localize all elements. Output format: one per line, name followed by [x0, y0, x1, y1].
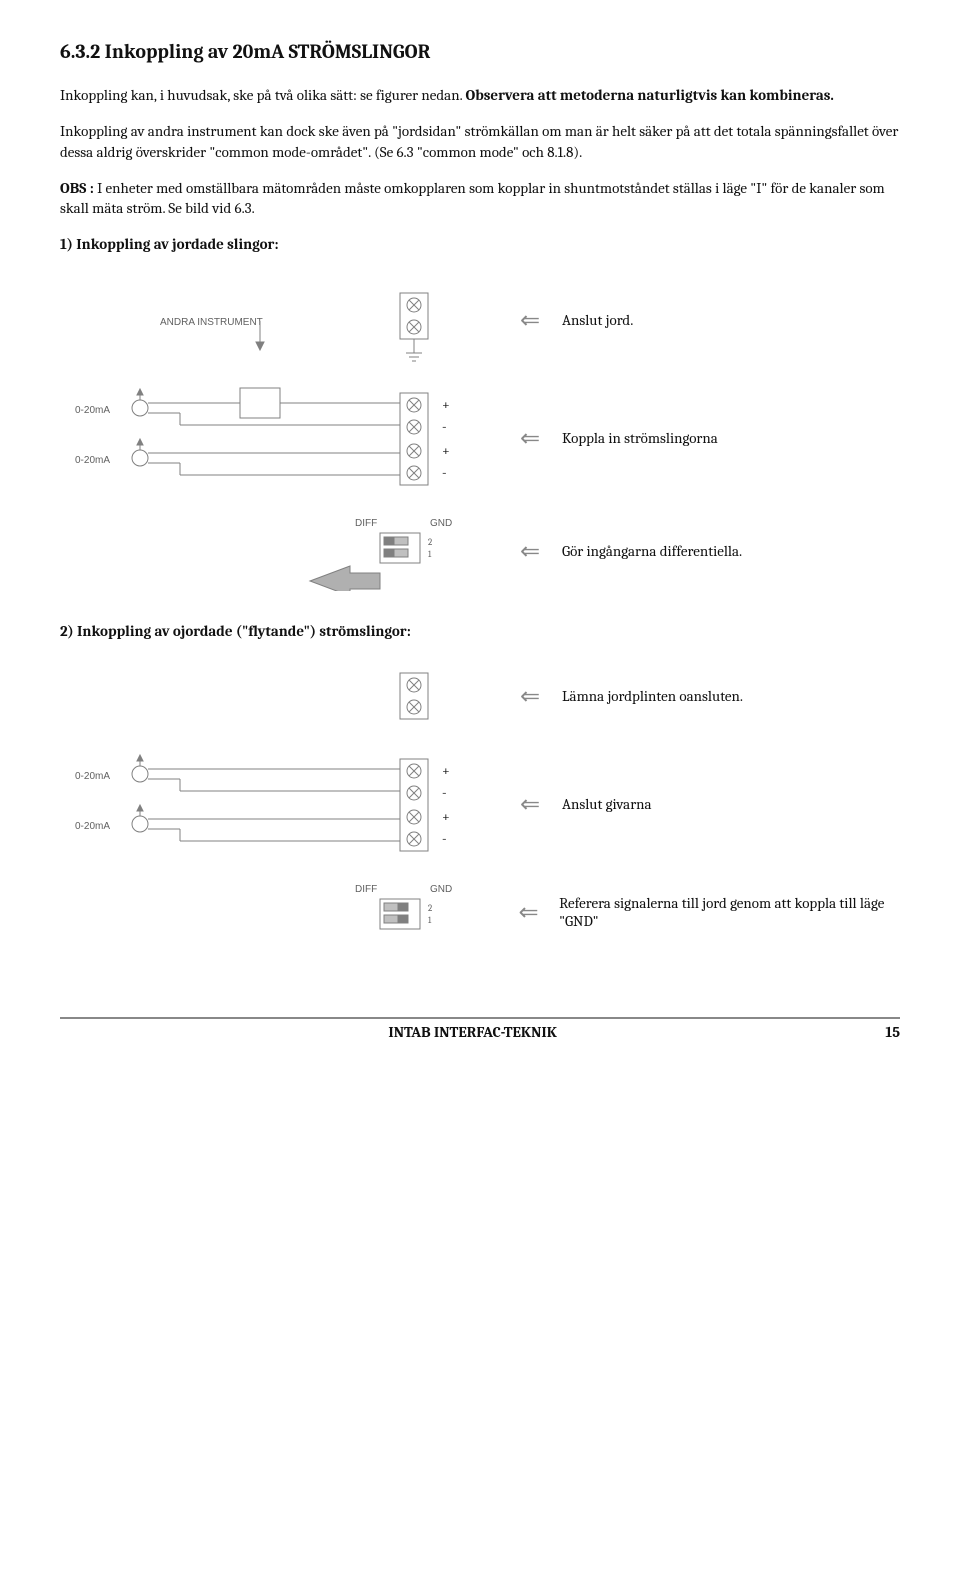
switch-n2-a: 2	[428, 538, 432, 548]
subsection-2-title: 2) Inkoppling av ojordade ("flytande") s…	[60, 621, 900, 641]
annotation-anslut-jord: Anslut jord.	[562, 311, 633, 329]
subsection-1-title: 1) Inkoppling av jordade slingor:	[60, 234, 900, 254]
plus-4: +	[442, 808, 450, 825]
minus-3: -	[442, 784, 447, 801]
annotation-referera: Referera signalerna till jord genom att …	[559, 894, 900, 930]
annotation-koppla-in: Koppla in strömslingorna	[562, 429, 718, 447]
diff-label-2: DIFF	[355, 884, 377, 895]
andra-instrument-label: ANDRA INSTRUMENT	[160, 317, 263, 328]
gnd-label-2: GND	[430, 884, 452, 895]
diagram2-loops-svg: 0-20mA 0-20mA + - + -	[60, 749, 500, 859]
switch-n1-a: 1	[428, 550, 432, 560]
minus-4: -	[442, 830, 447, 847]
footer-title: INTAB INTERFAC-TEKNIK	[388, 1023, 557, 1041]
section-heading: 6.3.2 Inkoppling av 20mA STRÖMSLINGOR	[60, 40, 900, 63]
para3-body: I enheter med omställbara mätområden mås…	[60, 179, 885, 217]
diff-label-1: DIFF	[355, 518, 377, 529]
plus-3: +	[442, 762, 450, 779]
page-footer: INTAB INTERFAC-TEKNIK 15	[60, 1017, 900, 1041]
ma-label-3: 0-20mA	[75, 771, 110, 782]
switch-n2-b: 2	[428, 904, 432, 914]
paragraph-1: Inkoppling kan, i huvudsak, ske på två o…	[60, 85, 900, 105]
plus-1: +	[442, 396, 450, 413]
paragraph-2: Inkoppling av andra instrument kan dock …	[60, 121, 900, 162]
arrow-left-icon: ⇐	[510, 682, 550, 710]
annotation-anslut-givarna: Anslut givarna	[562, 795, 652, 813]
minus-1: -	[442, 418, 447, 435]
arrow-left-icon: ⇐	[510, 306, 550, 334]
annotation-differentiella: Gör ingångarna differentiella.	[562, 542, 742, 560]
diagram-2: ⇐ Lämna jordplinten oansluten. 0-20mA 0-…	[60, 661, 900, 947]
diagram2-ground-svg	[60, 661, 500, 731]
arrow-left-icon: ⇐	[510, 790, 550, 818]
minus-2: -	[442, 464, 447, 481]
ma-label-4: 0-20mA	[75, 821, 110, 832]
diagram1-switch-svg: DIFF GND 2 1	[60, 511, 500, 591]
arrow-left-icon: ⇐	[510, 424, 550, 452]
paragraph-3: OBS : I enheter med omställbara mätområd…	[60, 178, 900, 219]
ma-label-1: 0-20mA	[75, 405, 110, 416]
para1-text-b: Observera att metoderna naturligtvis kan…	[466, 86, 834, 104]
plus-2: +	[442, 442, 450, 459]
ma-label-2: 0-20mA	[75, 455, 110, 466]
diagram1-loops-svg: 0-20mA 0-20mA	[60, 383, 500, 493]
gnd-label-1: GND	[430, 518, 452, 529]
diagram2-switch-svg: DIFF GND 2 1	[60, 877, 500, 947]
para1-text-a: Inkoppling kan, i huvudsak, ske på två o…	[60, 86, 466, 104]
annotation-lamna: Lämna jordplinten oansluten.	[562, 687, 743, 705]
obs-label: OBS :	[60, 179, 94, 197]
arrow-left-icon: ⇐	[510, 537, 550, 565]
diagram-1: ANDRA INSTRUMENT ⇐ Anslut	[60, 275, 900, 591]
arrow-left-icon: ⇐	[510, 898, 547, 926]
switch-n1-b: 1	[428, 916, 432, 926]
footer-page: 15	[885, 1023, 900, 1041]
diagram1-ground-svg: ANDRA INSTRUMENT	[60, 275, 500, 365]
